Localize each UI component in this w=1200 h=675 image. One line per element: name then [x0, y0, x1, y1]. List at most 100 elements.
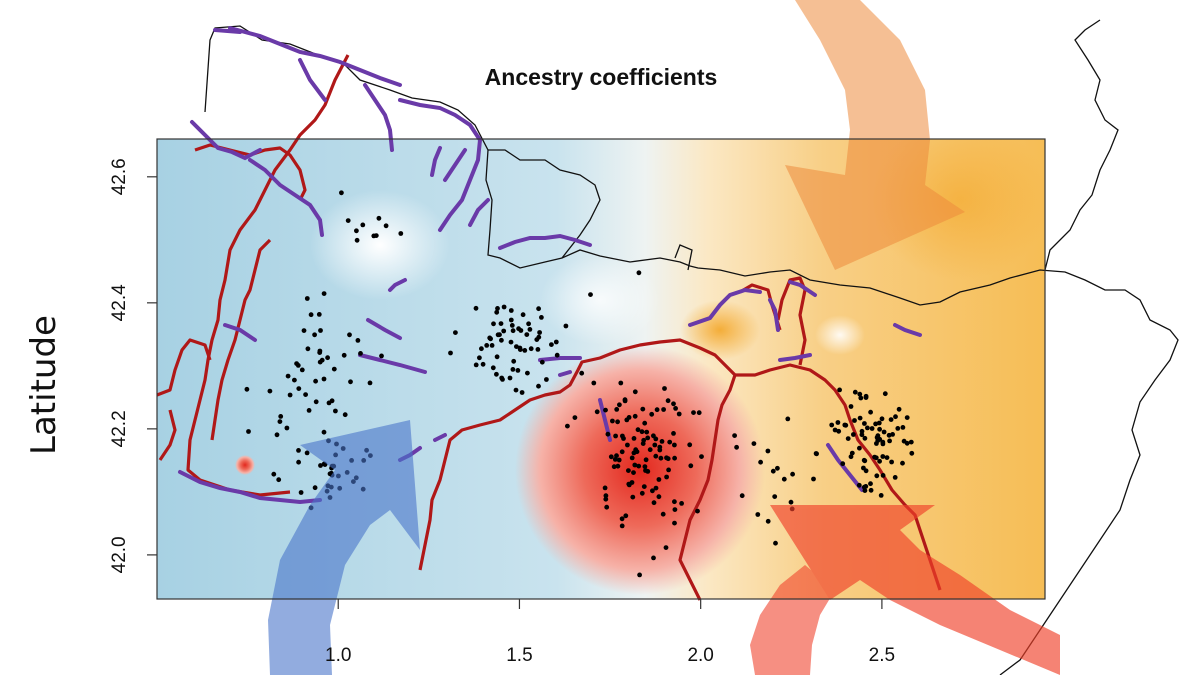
sample-point [660, 511, 666, 517]
sample-point [379, 353, 384, 359]
sample-point [553, 339, 559, 345]
y-axis: 42.0 42.2 42.4 42.6 [109, 158, 157, 573]
arrow-red [750, 505, 1060, 675]
sample-point [619, 516, 625, 522]
sample-point [664, 474, 669, 480]
sample-point [623, 513, 629, 519]
sample-point [652, 442, 658, 448]
sample-point [888, 417, 894, 422]
sample-point [611, 464, 617, 470]
sample-point [497, 332, 502, 338]
sample-point [383, 223, 389, 229]
sample-point [653, 453, 659, 459]
sample-point [663, 545, 669, 550]
sample-point [367, 380, 373, 386]
sample-point [358, 351, 363, 356]
sample-point [616, 457, 622, 463]
sample-point [341, 352, 347, 358]
sample-point [739, 493, 745, 499]
sample-point [603, 496, 609, 502]
sample-point [772, 494, 778, 499]
sample-point [662, 386, 667, 391]
sample-point [688, 463, 694, 469]
sample-point [861, 465, 866, 471]
sample-point [852, 389, 858, 395]
sample-point [479, 346, 484, 352]
sample-point [321, 376, 327, 382]
sample-point [499, 375, 505, 381]
sample-point [522, 348, 528, 353]
sample-point [267, 388, 273, 394]
sample-point [880, 473, 886, 478]
sample-point [342, 412, 348, 418]
sample-point [632, 413, 638, 419]
sample-point [610, 418, 615, 424]
sample-point [321, 429, 327, 435]
sample-point [563, 323, 569, 329]
sample-point [865, 425, 870, 431]
sample-point [845, 436, 851, 441]
sample-point [398, 231, 404, 236]
sample-point [491, 321, 496, 327]
sample-point [371, 233, 377, 239]
sample-point [696, 410, 702, 416]
sample-point [880, 454, 886, 459]
sample-point [672, 442, 677, 448]
sample-point [631, 436, 637, 441]
sample-point [308, 312, 314, 318]
sample-point [890, 432, 895, 437]
sample-point [879, 416, 885, 422]
sample-point [520, 312, 526, 318]
sample-point [321, 291, 327, 296]
sample-point [603, 493, 609, 499]
sample-point [572, 415, 578, 420]
sample-point [672, 520, 677, 526]
sample-point [508, 339, 514, 345]
chart-title: Ancestry coefficients [485, 64, 718, 90]
sample-point [271, 471, 277, 477]
sample-point [837, 387, 842, 393]
sample-point [513, 387, 519, 393]
sample-point [313, 399, 319, 405]
sample-point [661, 407, 666, 412]
sample-point [594, 409, 600, 415]
sample-point [840, 461, 846, 467]
x-tick-label: 1.0 [325, 645, 351, 666]
sample-point [880, 439, 886, 445]
sample-point [645, 435, 651, 441]
sample-point [679, 501, 684, 506]
sample-point [306, 408, 312, 413]
sample-point [734, 444, 739, 450]
sample-point [687, 442, 693, 448]
sample-point [508, 317, 514, 323]
sample-point [317, 348, 323, 354]
sample-point [619, 523, 625, 529]
sample-point [312, 485, 318, 491]
sample-point [480, 361, 486, 367]
sample-point [526, 321, 531, 327]
sample-point [667, 439, 673, 445]
sample-point [608, 454, 614, 460]
sample-point [868, 409, 873, 415]
sample-point [877, 436, 883, 442]
sample-point [665, 456, 671, 462]
sample-point [671, 431, 676, 436]
sample-point [654, 407, 660, 413]
sample-point [622, 398, 628, 404]
sample-point [901, 438, 907, 444]
sample-point [732, 433, 737, 438]
x-tick-label: 2.5 [869, 645, 895, 666]
sample-point [499, 337, 504, 343]
sample-point [511, 358, 517, 364]
sample-point [626, 481, 632, 487]
sample-point [355, 338, 361, 343]
sample-point [305, 346, 311, 352]
sample-point [339, 190, 344, 196]
sample-point [244, 386, 250, 392]
sample-point [889, 459, 894, 465]
sample-point [304, 450, 310, 456]
sample-point [295, 363, 301, 368]
sample-point [836, 428, 842, 434]
x-tick-label: 2.0 [687, 645, 713, 666]
